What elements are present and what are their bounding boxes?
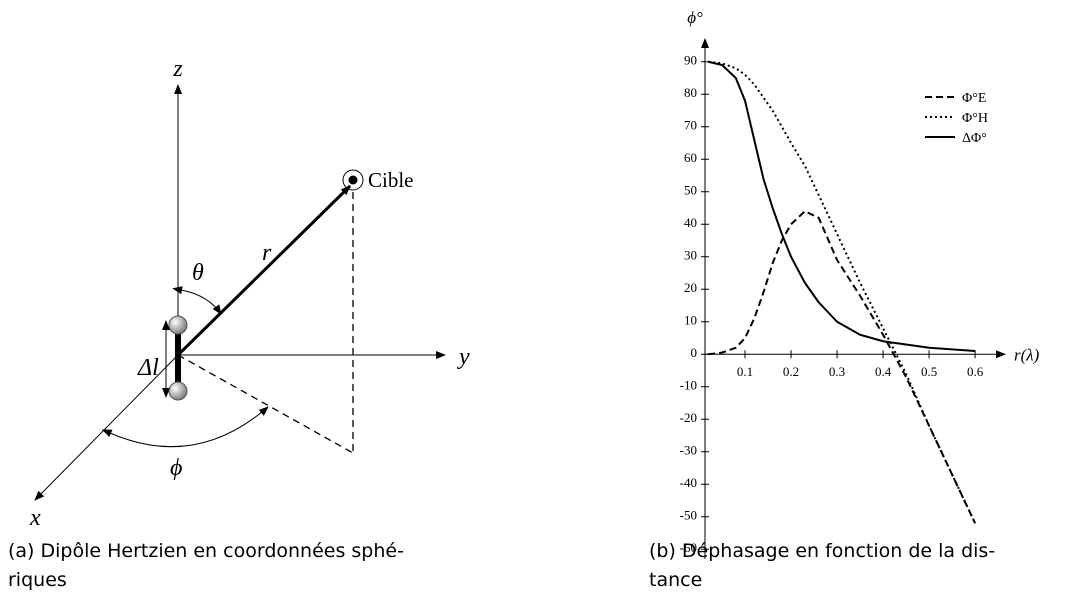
length-label: Δl	[137, 355, 159, 381]
y-tick-label: 0	[691, 345, 698, 360]
caption: tance	[649, 569, 702, 591]
y-tick-label: 40	[684, 215, 697, 230]
axis-label: z	[172, 56, 183, 82]
x-tick-label: 0.6	[967, 364, 984, 379]
axis-label: x	[29, 505, 41, 531]
y-tick-label: -50	[680, 508, 697, 523]
y-tick-label: 60	[684, 150, 697, 165]
r-vector	[176, 184, 352, 357]
y-tick-label: -20	[680, 410, 697, 425]
theta-arc	[172, 286, 222, 315]
y-tick-label: 10	[684, 313, 697, 328]
x-tick-label: 0.3	[829, 364, 845, 379]
legend-label: Φ°H	[962, 111, 988, 126]
legend-label: ΔΦ°	[962, 131, 987, 146]
axis-label: y	[457, 344, 470, 370]
phase-chart: ϕ° r(λ) -60 -50 -40 -30 -20 -10 0 10 20 30 40 50 60 70 8…	[680, 8, 1040, 559]
y-tick-label: 70	[684, 118, 697, 133]
captions: (a) Dipôle Hertzien en coordonnées sphé-…	[8, 540, 995, 591]
phi-label: ϕ	[170, 455, 182, 481]
theta-label: θ	[192, 260, 204, 286]
y-axis-label: ϕ°	[687, 8, 703, 27]
x-tick-label: 0.1	[737, 364, 753, 379]
caption: (a) Dipôle Hertzien en coordonnées sphé-	[8, 540, 404, 562]
dipole-diagram	[34, 84, 446, 501]
y-tick-label: 20	[684, 280, 697, 295]
projection-line	[177, 354, 354, 454]
target-dot	[348, 175, 358, 185]
phi-arc	[101, 406, 269, 448]
target-label: Cible	[368, 168, 414, 192]
x-axis-label: r(λ)	[1014, 345, 1040, 364]
series-line	[708, 60, 976, 524]
y-tick-label: 50	[684, 183, 697, 198]
y-tick-label: 30	[684, 248, 697, 263]
y-tick-label: 90	[684, 53, 697, 68]
y-tick-label: 80	[684, 85, 697, 100]
y-tick-label: -60	[680, 540, 697, 555]
legend-label: Φ°E	[962, 91, 986, 106]
series-line	[708, 210, 976, 524]
negative-charge	[168, 381, 188, 401]
y-tick-label: -10	[680, 378, 697, 393]
target-ring	[342, 169, 364, 191]
x-tick-label: 0.4	[875, 364, 892, 379]
x-tick-label: 0.5	[921, 364, 937, 379]
caption: riques	[8, 569, 67, 591]
series-line	[707, 60, 976, 352]
y-tick-label: -40	[680, 475, 697, 490]
diagram-labels: z y x r θ ϕ Δl Cible	[29, 56, 470, 531]
positive-charge	[168, 315, 188, 335]
r-label: r	[262, 240, 272, 266]
caption: (b) Déphasage en fonction de la dis-	[649, 540, 995, 562]
y-tick-label: -30	[680, 443, 697, 458]
x-tick-label: 0.2	[783, 364, 799, 379]
